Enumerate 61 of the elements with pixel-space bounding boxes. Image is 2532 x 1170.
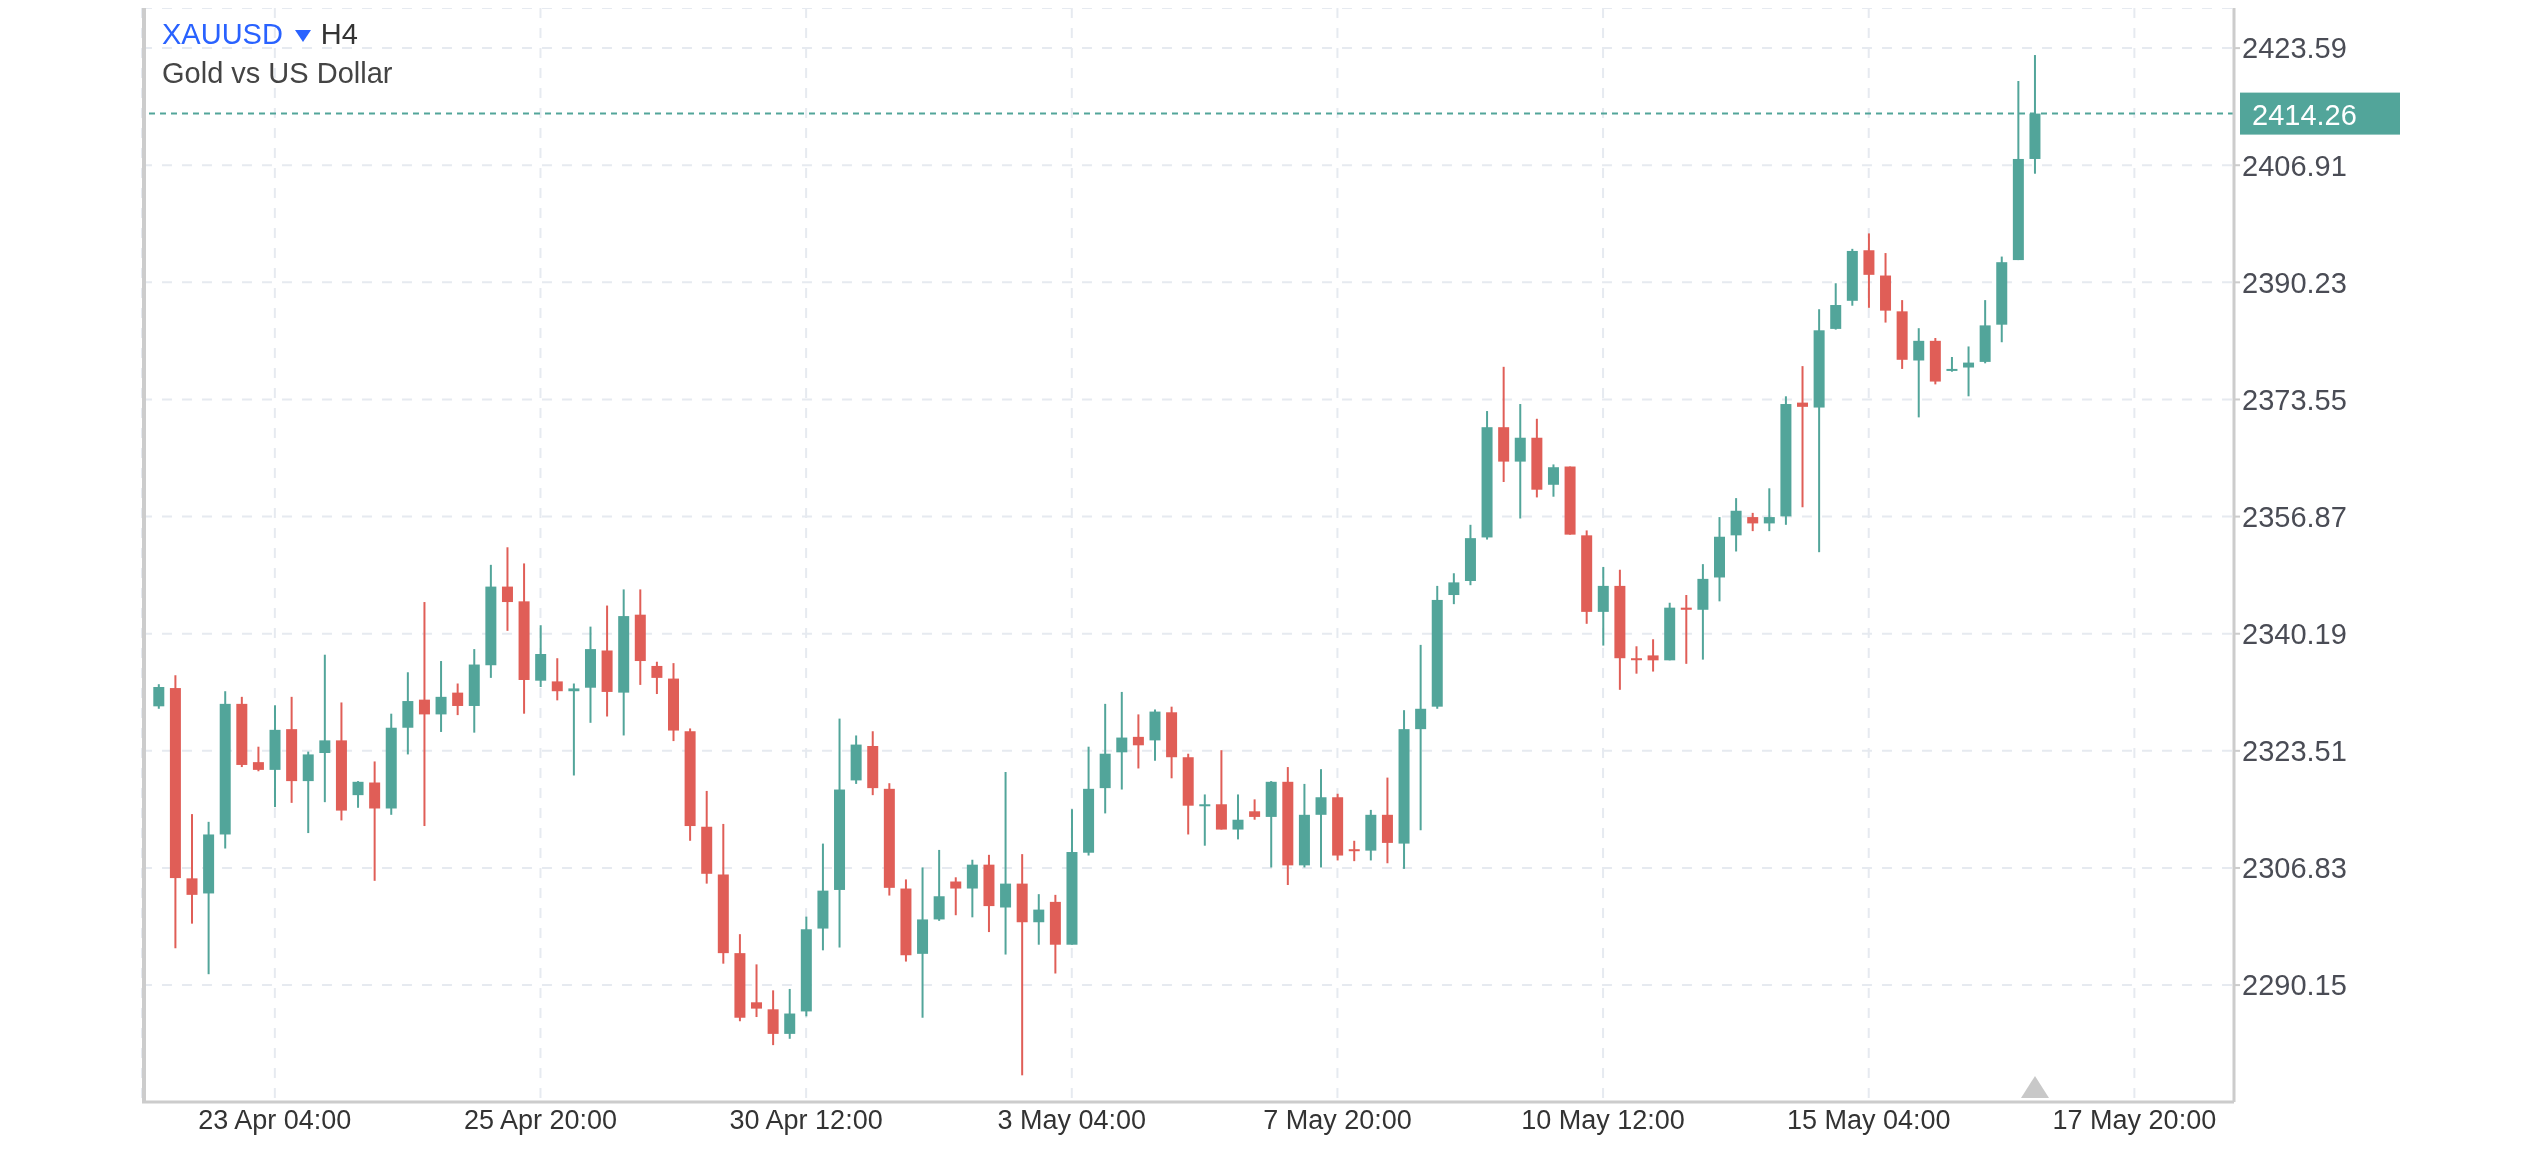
candlestick	[1913, 327, 1925, 419]
candlestick	[1763, 487, 1775, 533]
candlestick	[568, 682, 580, 777]
candlestick	[1033, 893, 1045, 946]
candlestick	[1232, 793, 1244, 841]
y-tick-label: 2390.23	[2242, 266, 2347, 299]
candlestick	[1547, 463, 1559, 498]
x-tick-label: 17 May 20:00	[2052, 1105, 2217, 1136]
candlestick	[1963, 345, 1975, 398]
chart-title: XAUUSD	[162, 18, 283, 50]
candlestick	[501, 546, 513, 632]
candlestick	[1199, 793, 1211, 847]
y-tick-label: 2423.59	[2242, 32, 2347, 65]
y-tick-label: 2306.83	[2242, 852, 2347, 885]
x-tick-label: 10 May 12:00	[1521, 1105, 1685, 1136]
x-tick-label: 25 Apr 20:00	[463, 1105, 618, 1136]
candlestick	[1830, 282, 1842, 331]
y-tick-label: 2290.15	[2242, 969, 2347, 1002]
candlestick	[319, 653, 331, 804]
candlestick	[1132, 713, 1144, 770]
candlestick	[751, 963, 763, 1019]
annotation: H4	[320, 18, 358, 50]
candlestick	[186, 813, 198, 925]
candlestick	[1797, 365, 1809, 509]
y-tick-label: 2340.19	[2242, 618, 2347, 651]
candlestick	[153, 683, 165, 710]
candlestick	[1630, 645, 1642, 675]
candlestick	[1946, 355, 1958, 373]
candlestick	[452, 682, 464, 717]
x-tick-label: 7 May 20:00	[1263, 1105, 1412, 1136]
y-tick-label: 2356.87	[2242, 500, 2347, 533]
candlestick	[435, 660, 447, 733]
candlestick	[784, 987, 796, 1040]
candlestick	[352, 780, 364, 809]
candlestick	[1000, 770, 1012, 956]
candlestick	[1415, 643, 1427, 832]
candlestick	[252, 745, 264, 773]
candlestick	[1348, 839, 1360, 863]
candlestick	[966, 858, 978, 919]
x-tick-label: 15 May 04:00	[1786, 1105, 1951, 1136]
y-tick-label: 2373.55	[2242, 383, 2347, 416]
candlestick	[1116, 690, 1128, 791]
candlestick	[1647, 638, 1659, 673]
candlestick	[1747, 511, 1759, 533]
y-tick-label: 2406.91	[2242, 149, 2347, 182]
x-tick-label: 30 Apr 12:00	[729, 1105, 883, 1136]
x-tick-label: 23 Apr 04:00	[198, 1105, 352, 1136]
candlestick	[1680, 594, 1692, 665]
candlestick	[933, 848, 945, 922]
candlestick	[1448, 572, 1460, 606]
candlestick	[1315, 768, 1327, 869]
candlestick	[651, 660, 663, 696]
candlestick	[1514, 403, 1526, 520]
candlestick	[551, 657, 563, 702]
y-tick-label: 2323.51	[2242, 735, 2347, 768]
candlestick	[950, 876, 962, 917]
candlestick	[1249, 798, 1261, 821]
candlestick	[418, 601, 430, 828]
ref-line-label: 2414.26	[2252, 98, 2357, 131]
x-tick-label: 3 May 04:00	[997, 1105, 1147, 1136]
text: Gold vs US Dollar	[162, 57, 393, 90]
